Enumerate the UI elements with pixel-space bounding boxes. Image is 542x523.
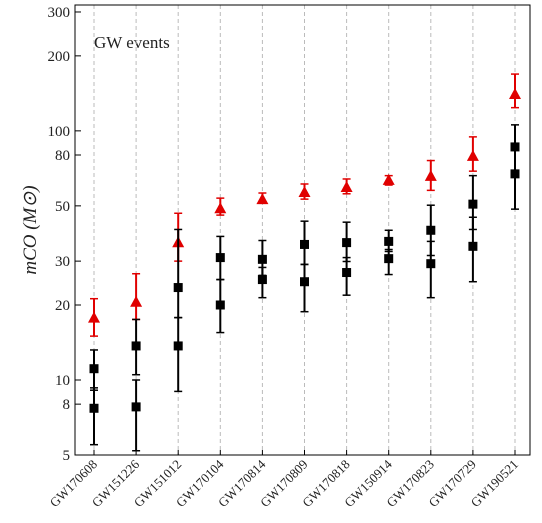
y-axis-label: mCO (M⊙) [20, 185, 41, 274]
marker [256, 193, 269, 205]
marker [342, 268, 352, 278]
y-tick-label: 20 [55, 298, 70, 314]
y-tick-label: 10 [55, 373, 70, 389]
marker [466, 149, 479, 161]
marker [384, 254, 394, 264]
annotation: GW events [94, 33, 170, 52]
marker [215, 300, 225, 310]
marker [426, 225, 436, 235]
y-tick-label: 50 [55, 199, 70, 215]
y-tick-label: 8 [63, 397, 71, 413]
marker [424, 169, 437, 181]
marker [131, 341, 141, 351]
y-tick-label: 300 [48, 5, 71, 21]
marker [215, 253, 225, 263]
marker [300, 277, 309, 287]
marker [426, 259, 436, 269]
marker [88, 311, 100, 323]
marker [468, 199, 478, 209]
marker [300, 239, 309, 249]
marker [257, 275, 267, 285]
marker [340, 181, 353, 193]
y-tick-label: 100 [48, 124, 71, 140]
marker [130, 295, 143, 307]
marker [173, 283, 183, 293]
plot-frame [74, 4, 531, 456]
marker [384, 236, 394, 246]
y-tick-label: 30 [55, 254, 70, 270]
marker [342, 238, 352, 248]
marker [89, 364, 99, 374]
y-tick-label: 200 [48, 49, 71, 65]
marker [173, 341, 183, 351]
marker [298, 186, 311, 198]
y-tick-label: 80 [55, 148, 70, 164]
marker [214, 202, 227, 214]
marker [89, 403, 99, 413]
marker [257, 254, 267, 264]
marker [510, 169, 520, 179]
marker [382, 173, 395, 185]
marker [468, 241, 478, 251]
y-tick-label: 5 [63, 448, 71, 464]
marker [131, 402, 141, 412]
marker [509, 87, 521, 99]
